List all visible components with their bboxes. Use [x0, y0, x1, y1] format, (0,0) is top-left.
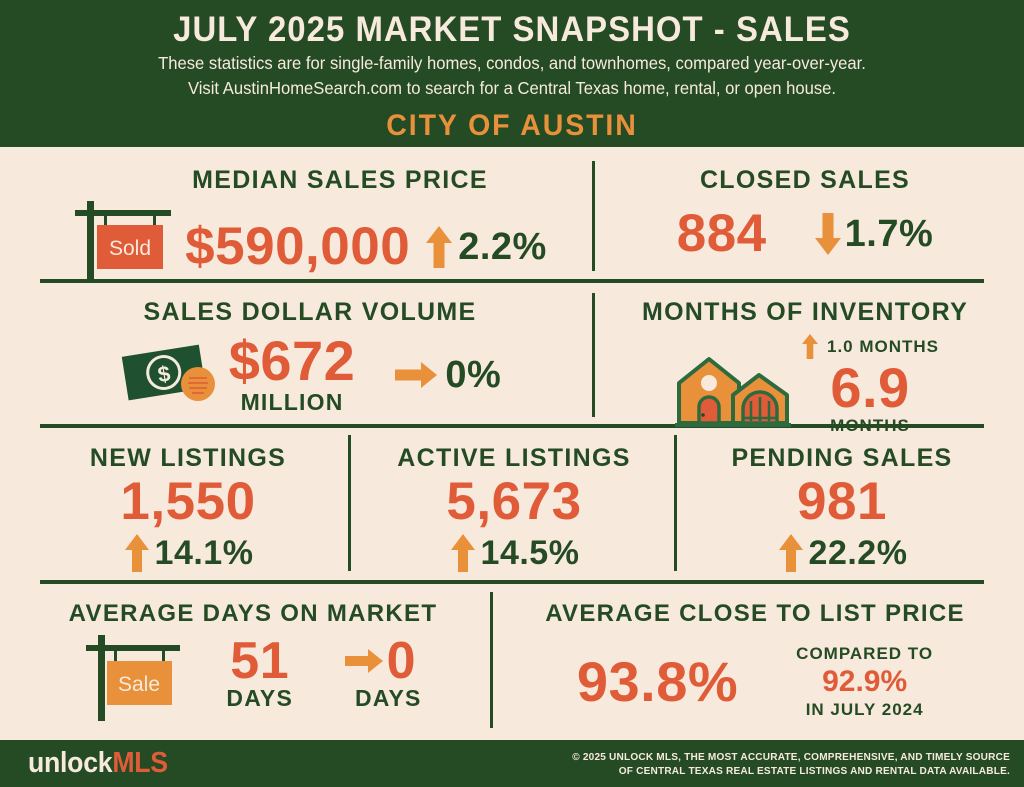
unlock-mls-logo[interactable]: unlockMLS — [28, 747, 168, 780]
stat-label-sales-dollar-volume: SALES DOLLAR VOLUME — [143, 298, 477, 326]
stat-change-new-listings: 14.1% — [154, 534, 254, 572]
arrow-up-icon — [123, 532, 151, 574]
arrow-right-icon — [343, 646, 385, 676]
stat-label-average-close-to-list-price: AVERAGE CLOSE TO LIST PRICE — [545, 600, 965, 627]
stat-median-sales-price: MEDIAN SALES PRICE Sold $590,000 — [30, 165, 590, 294]
header-banner: JULY 2025 MARKET SNAPSHOT - SALES These … — [0, 0, 1024, 147]
svg-text:Sold: Sold — [109, 237, 151, 260]
divider-row2-bottom — [40, 424, 984, 428]
stat-value-closed-sales: 884 — [676, 204, 767, 263]
stat-value-median-sales-price: $590,000 — [185, 216, 411, 276]
footer-copyright-line1: © 2025 UNLOCK MLS, THE MOST ACCURATE, CO… — [572, 750, 1010, 763]
stat-unit-sales-dollar-volume: MILLION — [240, 389, 344, 415]
stat-change-closed-sales: 1.7% — [844, 213, 934, 255]
compare-value: 92.9% — [822, 665, 908, 698]
divider-row3-right — [674, 435, 677, 571]
stat-change-months-of-inventory: 1.0 MONTHS — [826, 336, 940, 356]
stat-label-months-of-inventory: MONTHS OF INVENTORY — [641, 298, 969, 326]
stat-average-close-to-list-price: AVERAGE CLOSE TO LIST PRICE 93.8% COMPAR… — [500, 599, 1010, 721]
stat-value-average-days-on-market: 51 — [230, 632, 290, 690]
stat-change-pending-sales: 22.2% — [808, 534, 908, 572]
stat-months-of-inventory: MONTHS OF INVENTORY — [600, 297, 1010, 437]
stat-value-sales-dollar-volume: $672 — [228, 329, 356, 392]
divider-row4-mid — [490, 592, 493, 728]
stat-label-new-listings: NEW LISTINGS — [89, 444, 287, 472]
stat-value-active-listings: 5,673 — [446, 472, 582, 531]
divider-row3-left — [348, 435, 351, 571]
arrow-up-icon — [449, 532, 477, 574]
logo-text-mls: MLS — [112, 747, 168, 779]
stat-unit-average-days-on-market: DAYS — [226, 685, 293, 711]
stat-closed-sales: CLOSED SALES 884 1.7% — [600, 165, 1010, 263]
svg-text:Sale: Sale — [118, 673, 160, 696]
stat-change-average-days-on-market: 0 — [386, 632, 416, 690]
stat-label-average-days-on-market: AVERAGE DAYS ON MARKET — [68, 600, 438, 627]
divider-row1-bottom — [40, 279, 984, 283]
compare-period: IN JULY 2024 — [805, 700, 924, 719]
stat-change-unit-average-days-on-market: DAYS — [355, 685, 422, 711]
logo-text-unlock: unlock — [28, 747, 113, 779]
compare-label: COMPARED TO — [796, 644, 934, 663]
footer-copyright: © 2025 UNLOCK MLS, THE MOST ACCURATE, CO… — [572, 750, 1010, 778]
stats-body: MEDIAN SALES PRICE Sold $590,000 — [0, 147, 1024, 747]
arrow-up-icon — [801, 333, 819, 360]
stat-value-new-listings: 1,550 — [120, 472, 256, 531]
footer-copyright-line2: OF CENTRAL TEXAS REAL ESTATE LISTINGS AN… — [618, 764, 1010, 777]
region-title: CITY OF AUSTIN — [386, 109, 638, 142]
divider-row1-mid — [592, 161, 595, 271]
arrow-down-icon — [813, 211, 843, 257]
stat-label-closed-sales: CLOSED SALES — [699, 166, 911, 194]
page-title: JULY 2025 MARKET SNAPSHOT - SALES — [173, 10, 851, 49]
stat-value-months-of-inventory: 6.9 — [830, 356, 910, 419]
stat-label-median-sales-price: MEDIAN SALES PRICE — [192, 166, 488, 194]
stat-sales-dollar-volume: SALES DOLLAR VOLUME $ — [30, 297, 590, 415]
stat-unit-months-of-inventory: MONTHS — [830, 416, 910, 435]
header-subtitle-line2: Visit AustinHomeSearch.com to search for… — [187, 78, 837, 98]
arrow-up-icon — [777, 532, 805, 574]
arrow-up-icon — [424, 224, 454, 270]
divider-row3-bottom — [40, 580, 984, 584]
sale-sign-icon: Sale — [84, 633, 190, 730]
footer-bar: unlockMLS © 2025 UNLOCK MLS, THE MOST AC… — [0, 740, 1024, 787]
stat-label-active-listings: ACTIVE LISTINGS — [397, 444, 631, 472]
stat-value-pending-sales: 981 — [797, 472, 887, 531]
divider-row2-mid — [592, 293, 595, 417]
stat-change-active-listings: 14.5% — [480, 534, 580, 572]
stat-change-median-sales-price: 2.2% — [458, 225, 547, 268]
stat-change-sales-dollar-volume: 0% — [445, 354, 502, 396]
arrow-right-icon — [393, 359, 439, 391]
svg-text:$: $ — [156, 360, 172, 387]
stat-label-pending-sales: PENDING SALES — [731, 444, 953, 472]
stat-active-listings: ACTIVE LISTINGS 5,673 14.5% — [356, 443, 672, 575]
header-subtitle-line1: These statistics are for single-family h… — [158, 53, 866, 73]
money-bill-icon: $ — [119, 340, 219, 411]
houses-icon — [671, 353, 795, 434]
stat-new-listings: NEW LISTINGS 1,550 14.1% — [30, 443, 346, 575]
stat-value-average-close-to-list-price: 93.8% — [576, 650, 739, 713]
stat-average-days-on-market: AVERAGE DAYS ON MARKET Sale 51 — [20, 599, 486, 730]
sold-sign-icon: Sold — [73, 199, 181, 294]
stat-pending-sales: PENDING SALES 981 22.2% — [684, 443, 1000, 575]
